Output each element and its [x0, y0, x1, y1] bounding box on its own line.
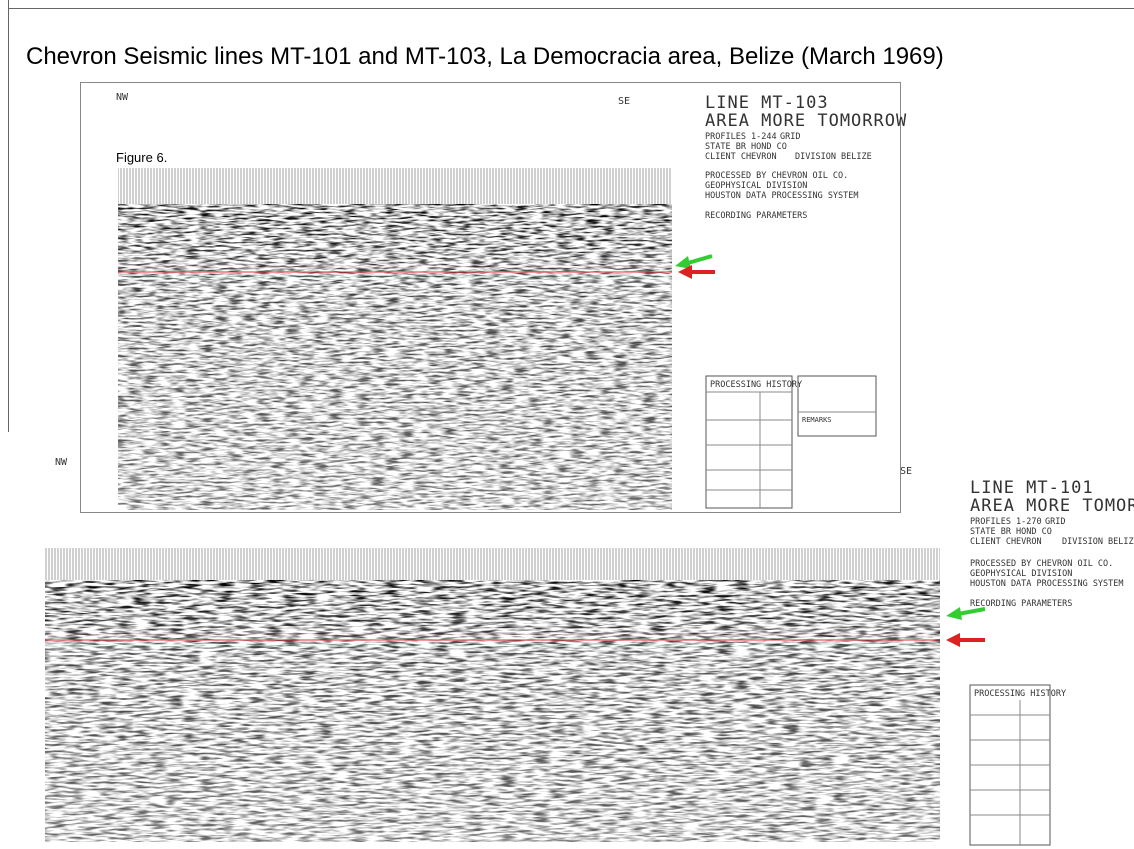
info: DIVISION BELIZE [795, 152, 872, 162]
info: STATE BR HOND CO [705, 142, 787, 152]
seismic-fade [45, 580, 940, 842]
area-name: AREA MORE TOMORROW [705, 111, 907, 131]
info: PROCESSED BY CHEVRON OIL CO. [970, 559, 1113, 569]
arrow [687, 254, 713, 265]
slide-title: Chevron Seismic lines MT-101 and MT-103,… [26, 43, 944, 70]
remarks-title: REMARKS [802, 416, 832, 424]
figure-label: Figure 6. [116, 150, 167, 165]
line-name: LINE MT-101 [970, 478, 1094, 498]
info: GRID [780, 132, 800, 142]
top-section: NW SE Figure 6. LINE MT-103 AREA MORE TO… [80, 82, 907, 513]
info: RECORDING PARAMETERS [705, 211, 807, 221]
info: STATE BR HOND CO [970, 527, 1052, 537]
info: CLIENT CHEVRON [705, 152, 777, 162]
end-label: NW [55, 457, 68, 468]
info: DIVISION BELIZE [1062, 537, 1134, 547]
info: GEOPHYSICAL DIVISION [970, 569, 1072, 579]
info: CLIENT CHEVRON [970, 537, 1042, 547]
info: HOUSTON DATA PROCESSING SYSTEM [970, 579, 1124, 589]
arrow-head [678, 265, 692, 279]
arrow-head [675, 256, 691, 269]
end-label: NW [116, 92, 129, 103]
info: PROCESSED BY CHEVRON OIL CO. [705, 171, 848, 181]
info: GRID [1045, 517, 1065, 527]
info: PROFILES 1-244 [705, 132, 777, 142]
end-label: SE [900, 466, 912, 477]
info: RECORDING PARAMETERS [970, 599, 1072, 609]
info: GEOPHYSICAL DIVISION [705, 181, 807, 191]
arrow-head [946, 607, 962, 620]
arrow-head [946, 633, 960, 647]
info: PROFILES 1-270 [970, 517, 1042, 527]
end-label: SE [618, 96, 630, 107]
header-traces [118, 168, 672, 204]
seismic-fade [118, 204, 672, 510]
history-grid [706, 391, 792, 508]
history-title: PROCESSING HISTORY [710, 380, 802, 390]
info: HOUSTON DATA PROCESSING SYSTEM [705, 191, 859, 201]
header-traces [45, 548, 940, 580]
history-grid [970, 700, 1050, 845]
arrow [957, 607, 986, 616]
area-name: AREA MORE TOMORROW [970, 496, 1134, 516]
history-box [705, 375, 793, 509]
history-title: PROCESSING HISTORY [974, 689, 1066, 699]
line-name: LINE MT-103 [705, 93, 829, 113]
remarks-box [797, 375, 877, 437]
